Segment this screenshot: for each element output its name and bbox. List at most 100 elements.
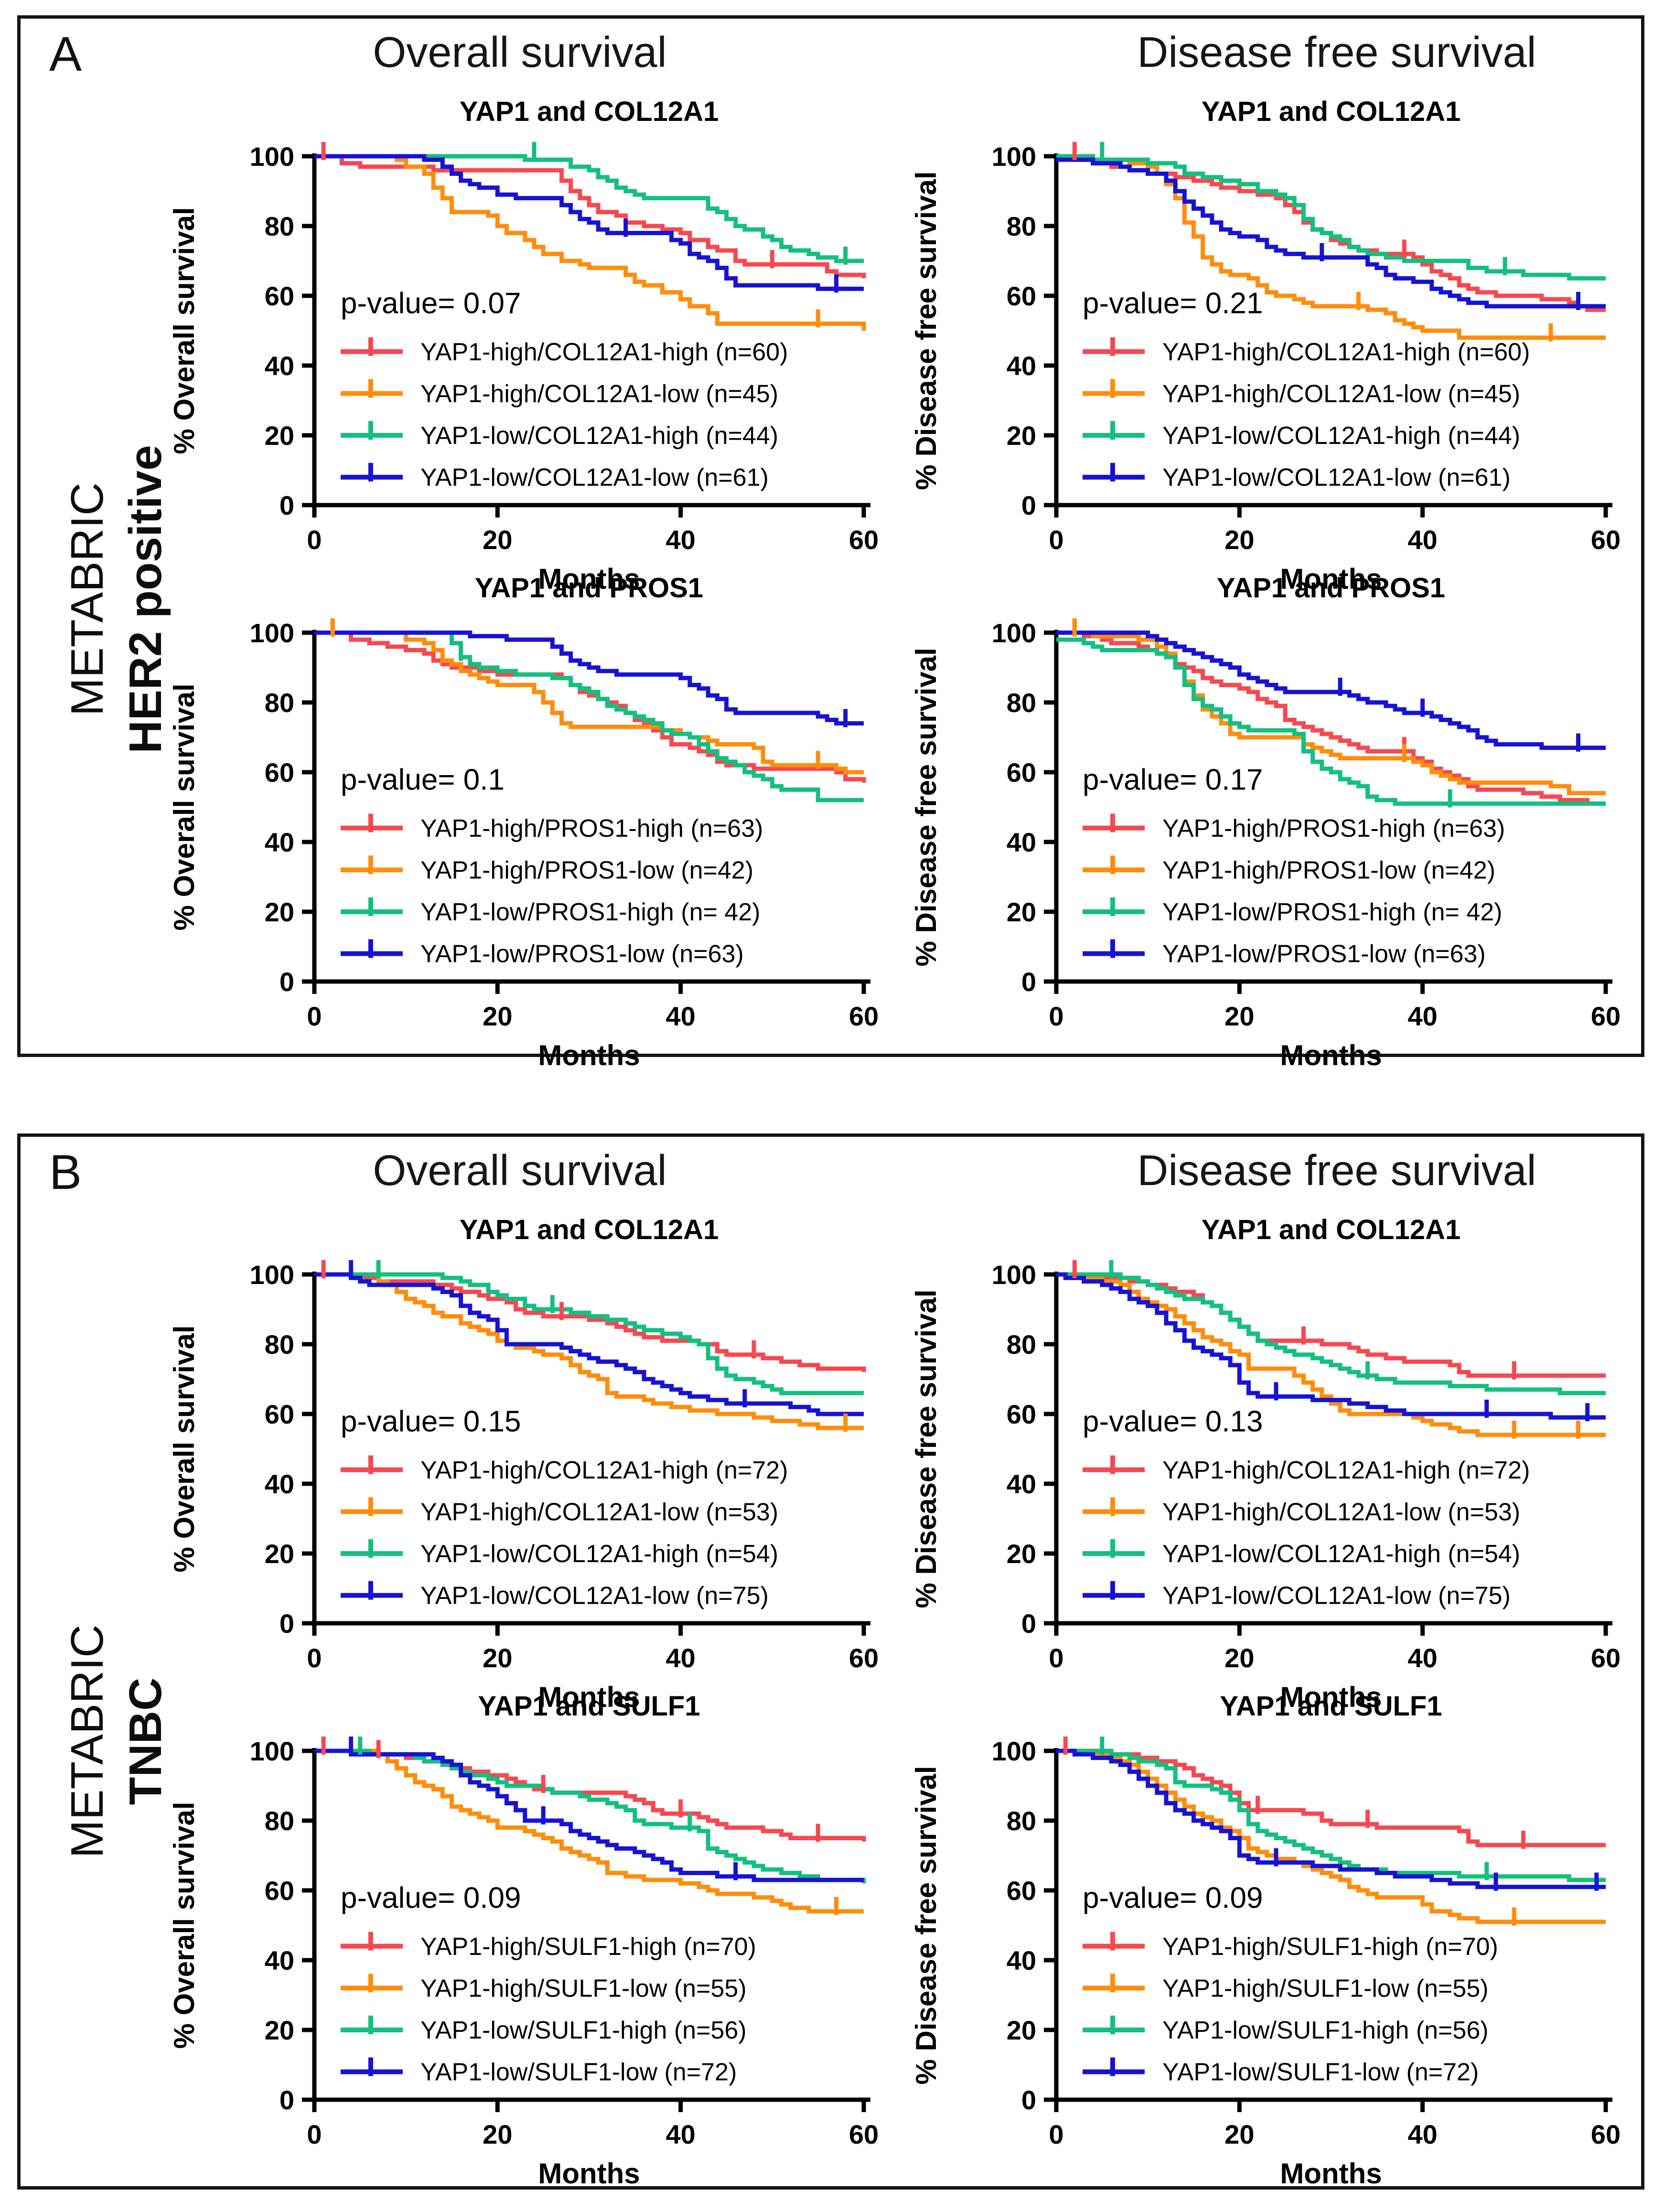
- x-tick-label: 20: [483, 1643, 512, 1673]
- p-value-label: p-value= 0.13: [1083, 1405, 1263, 1438]
- y-axis-label: % Disease free survival: [910, 1289, 942, 1608]
- y-tick-label: 100: [250, 1260, 294, 1290]
- x-tick-label: 0: [1049, 2119, 1063, 2149]
- y-tick-label: 0: [279, 1608, 294, 1639]
- legend-label: YAP1-low/PROS1-low (n=63): [1162, 940, 1486, 968]
- p-value-label: p-value= 0.09: [341, 1882, 521, 1915]
- legend-label: YAP1-high/COL12A1-low (n=53): [1162, 1498, 1520, 1526]
- y-tick-label: 60: [265, 281, 294, 311]
- y-tick-label: 20: [265, 421, 294, 451]
- y-tick-label: 20: [265, 2015, 294, 2045]
- p-value-label: p-value= 0.15: [341, 1405, 521, 1438]
- x-axis-label: Months: [538, 1681, 640, 1713]
- censor-ticks-0: [1063, 1737, 1525, 1849]
- series-curve-2: [314, 630, 864, 802]
- y-tick-label: 80: [265, 211, 294, 241]
- km-curves: [314, 154, 866, 331]
- plot-title: YAP1 and SULF1: [478, 1691, 700, 1722]
- series-curve-2: [314, 1748, 866, 1884]
- legend-label: YAP1-high/COL12A1-low (n=53): [420, 1498, 778, 1526]
- censor-ticks-3: [349, 1737, 738, 1880]
- y-tick-label: 0: [1021, 2085, 1036, 2115]
- legend-label: YAP1-low/SULF1-low (n=72): [420, 2059, 737, 2086]
- y-tick-label: 60: [265, 1876, 294, 1906]
- series-curve-0: [314, 154, 866, 279]
- x-axis-label: Months: [1280, 2158, 1382, 2190]
- legend-label: YAP1-high/PROS1-low (n=42): [420, 856, 753, 884]
- x-tick-label: 40: [1408, 2119, 1438, 2149]
- y-axis-label: % Overall survival: [168, 1802, 200, 2049]
- legend-label: YAP1-low/PROS1-high (n= 42): [1162, 898, 1502, 926]
- km-curves: [314, 1748, 866, 1914]
- x-tick-label: 60: [849, 525, 879, 555]
- axes: [302, 1748, 870, 2112]
- series-curve-0: [1056, 1748, 1606, 1847]
- y-tick-label: 100: [250, 618, 294, 648]
- series-curve-2: [1056, 637, 1606, 806]
- x-tick-label: 40: [1408, 1643, 1438, 1673]
- x-tick-label: 0: [307, 1001, 322, 1031]
- plot-title: YAP1 and PROS1: [1217, 572, 1445, 604]
- y-tick-label: 40: [1007, 1945, 1036, 1975]
- series-curve-2: [1056, 1748, 1606, 1882]
- legend: YAP1-high/SULF1-high (n=70) YAP1-high/SUL…: [1083, 1931, 1498, 2086]
- censor-ticks-3: [1338, 678, 1580, 752]
- legend-label: YAP1-low/COL12A1-high (n=44): [1162, 422, 1520, 450]
- y-tick-label: 80: [265, 688, 294, 718]
- series-curve-3: [1056, 1748, 1606, 1889]
- censor-ticks-3: [1320, 243, 1580, 310]
- y-tick-label: 20: [1007, 897, 1036, 927]
- legend-label: YAP1-low/PROS1-high (n= 42): [420, 898, 760, 926]
- x-tick-label: 20: [483, 2119, 512, 2149]
- series-curve-1: [314, 1748, 864, 1914]
- y-tick-label: 60: [265, 757, 294, 788]
- plot-title: YAP1 and PROS1: [475, 572, 703, 604]
- y-tick-label: 80: [265, 1329, 294, 1360]
- x-tick-label: 0: [307, 2119, 322, 2149]
- y-tick-label: 60: [1007, 757, 1036, 788]
- p-value-label: p-value= 0.21: [1083, 287, 1263, 320]
- km-curves: [1056, 1272, 1606, 1437]
- censor-ticks-0: [321, 142, 774, 269]
- panel-A-box: A Overall survival Disease free survival…: [17, 15, 1644, 1071]
- y-tick-label: 80: [1007, 211, 1036, 241]
- legend: YAP1-high/COL12A1-high (n=60) YAP1-high/C…: [1083, 337, 1530, 492]
- censor-ticks-3: [623, 218, 838, 293]
- series-curve-3: [1056, 1272, 1606, 1420]
- legend-label: YAP1-low/SULF1-high (n=56): [1162, 2017, 1489, 2044]
- legend-label: YAP1-low/COL12A1-low (n=75): [1162, 1582, 1511, 1610]
- y-tick-label: 0: [1021, 490, 1036, 520]
- x-tick-label: 40: [1408, 1001, 1438, 1031]
- legend-label: YAP1-high/PROS1-high (n=63): [420, 815, 763, 842]
- y-tick-label: 40: [265, 1469, 294, 1499]
- km-plot-B-bottom-left: YAP1 and SULF1 0 20 40 60 80 100 0 20 40 60 % Overa…: [168, 1691, 879, 2190]
- y-tick-label: 100: [992, 141, 1036, 172]
- x-tick-label: 40: [666, 1001, 696, 1031]
- censor-ticks-3: [1274, 1848, 1599, 1891]
- series-curve-3: [1056, 157, 1606, 309]
- x-axis-label: Months: [538, 563, 640, 595]
- y-axis-label: % Disease free survival: [910, 1766, 942, 2084]
- panel-B-overall-survival-column-title: Overall survival: [373, 1147, 667, 1195]
- legend-label: YAP1-high/SULF1-low (n=55): [420, 1975, 747, 2002]
- axes: [302, 1272, 870, 1636]
- legend-label: YAP1-high/COL12A1-high (n=72): [1162, 1457, 1530, 1484]
- plot-title: YAP1 and COL12A1: [460, 1214, 719, 1245]
- y-tick-label: 40: [265, 351, 294, 381]
- series-curve-3: [314, 1272, 864, 1416]
- axes: [1044, 1272, 1612, 1636]
- censor-ticks-2: [358, 1737, 692, 1832]
- panel-A-overall-survival-column-title: Overall survival: [373, 29, 667, 76]
- censor-ticks-2: [1100, 142, 1507, 275]
- y-tick-label: 80: [1007, 1806, 1036, 1836]
- panel-B-box: B Overall survival Disease free survival…: [17, 1133, 1644, 2190]
- axes: [1044, 1748, 1612, 2112]
- km-plot-A-bottom-right: YAP1 and PROS1 0 20 40 60 80 100 0 20 40 60 % Disea…: [910, 572, 1621, 1071]
- y-tick-label: 100: [992, 1260, 1036, 1290]
- series-curve-1: [314, 630, 864, 775]
- legend-label: YAP1-high/SULF1-high (n=70): [420, 1933, 756, 1961]
- censor-ticks-3: [1274, 1382, 1590, 1422]
- x-tick-label: 20: [483, 1001, 512, 1031]
- legend: YAP1-high/SULF1-high (n=70) YAP1-high/SUL…: [341, 1931, 756, 2086]
- x-tick-label: 20: [1224, 2119, 1254, 2149]
